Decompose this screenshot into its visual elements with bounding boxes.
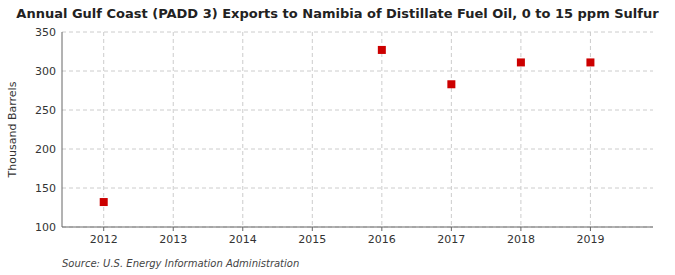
y-axis-line: [62, 32, 63, 227]
x-tick: [590, 227, 591, 231]
x-tick: [173, 227, 174, 231]
x-tick: [242, 227, 243, 231]
x-tick-label: 2016: [368, 233, 396, 246]
x-tick-label: 2017: [437, 233, 465, 246]
grid-line-x: [451, 32, 452, 227]
x-tick: [312, 227, 313, 231]
grid-line-y: [62, 227, 653, 228]
grid-line-x: [312, 32, 313, 227]
source-note: Source: U.S. Energy Information Administ…: [62, 258, 299, 269]
grid-line-x: [103, 32, 104, 227]
x-tick: [520, 227, 521, 231]
grid-line-y: [62, 71, 653, 72]
grid: [62, 32, 653, 227]
x-tick-label: 2012: [90, 233, 118, 246]
x-tick-label: 2014: [229, 233, 257, 246]
point: [517, 58, 525, 66]
point: [100, 198, 108, 206]
y-tick-label: 200: [35, 143, 56, 156]
grid-line-y: [62, 188, 653, 189]
y-tick-label: 100: [35, 221, 56, 234]
grid-line-y: [62, 32, 653, 33]
y-axis-label: Thousand Barrels: [6, 81, 19, 178]
y-tick-label: 350: [35, 26, 56, 39]
x-tick-label: 2015: [298, 233, 326, 246]
chart-svg: Annual Gulf Coast (PADD 3) Exports to Na…: [0, 0, 675, 275]
grid-line-x: [242, 32, 243, 227]
point: [378, 46, 386, 54]
chart-container: Annual Gulf Coast (PADD 3) Exports to Na…: [0, 0, 675, 275]
grid-line-y: [62, 110, 653, 111]
x-tick: [381, 227, 382, 231]
grid-line-x: [173, 32, 174, 227]
x-tick-label: 2019: [576, 233, 604, 246]
point: [586, 58, 594, 66]
x-axis-line: [62, 227, 653, 228]
point: [447, 80, 455, 88]
y-tick-label: 250: [35, 104, 56, 117]
grid-line-y: [62, 149, 653, 150]
grid-line-x: [381, 32, 382, 227]
axes: 2012 2013 2014 2015 2016 2017 2018 2019 100 150 20…: [35, 26, 653, 246]
x-tick-label: 2018: [507, 233, 535, 246]
y-tick-label: 300: [35, 65, 56, 78]
x-tick: [451, 227, 452, 231]
y-tick-label: 150: [35, 182, 56, 195]
marks: [100, 46, 595, 206]
x-tick: [103, 227, 104, 231]
title: Annual Gulf Coast (PADD 3) Exports to Na…: [16, 6, 659, 21]
x-tick-label: 2013: [159, 233, 187, 246]
